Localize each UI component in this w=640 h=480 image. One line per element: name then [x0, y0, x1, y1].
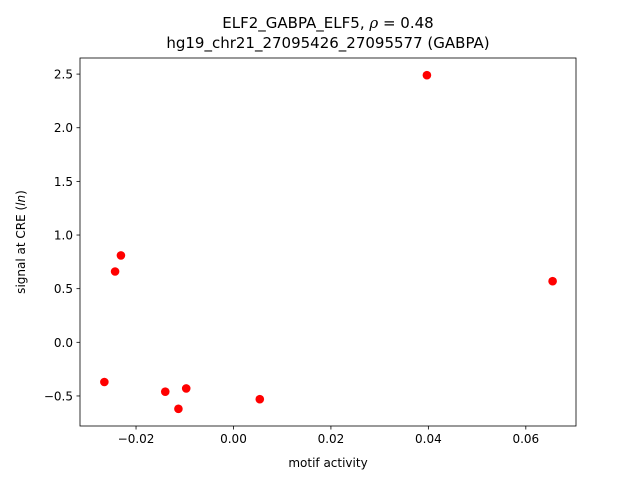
chart-title-line1: ELF2_GABPA_ELF5, ρ = 0.48 [222, 14, 433, 33]
x-axis-label: motif activity [288, 456, 367, 470]
data-point-0 [100, 377, 109, 387]
data-point-6 [255, 394, 265, 404]
plot-frame [79, 57, 577, 427]
x-tick-label-0: −0.02 [118, 432, 155, 446]
data-point-2 [116, 251, 126, 260]
data-point-4 [174, 404, 183, 414]
plot-area: −0.02 0.00 0.02 0.04 0.06 −0.5 0.0 0.5 1.0 1.5 2.0… [44, 57, 577, 446]
data-point-1 [110, 267, 120, 276]
y-tick-label-4: 1.5 [54, 175, 73, 189]
y-tick-label-0: −0.5 [44, 389, 73, 403]
chart-title-line2: hg19_chr21_27095426_27095577 (GABPA) [166, 34, 489, 53]
data-point-3 [160, 387, 170, 396]
y-tick-label-6: 2.5 [54, 68, 73, 82]
y-tick-label-3: 1.0 [54, 229, 73, 243]
x-tick-label-4: 0.06 [512, 432, 539, 446]
x-tick-label-1: 0.00 [220, 432, 247, 446]
y-tick-label-5: 2.0 [54, 121, 73, 135]
y-tick-label-2: 0.5 [54, 282, 73, 296]
data-point-8 [548, 276, 557, 286]
y-axis-label: signal at CRE (ln) [14, 190, 28, 294]
y-tick-label-1: 0.0 [54, 336, 73, 350]
x-tick-label-3: 0.04 [415, 432, 442, 446]
x-tick-label-2: 0.02 [318, 432, 345, 446]
data-point-7 [422, 70, 432, 80]
data-point-5 [181, 384, 191, 393]
